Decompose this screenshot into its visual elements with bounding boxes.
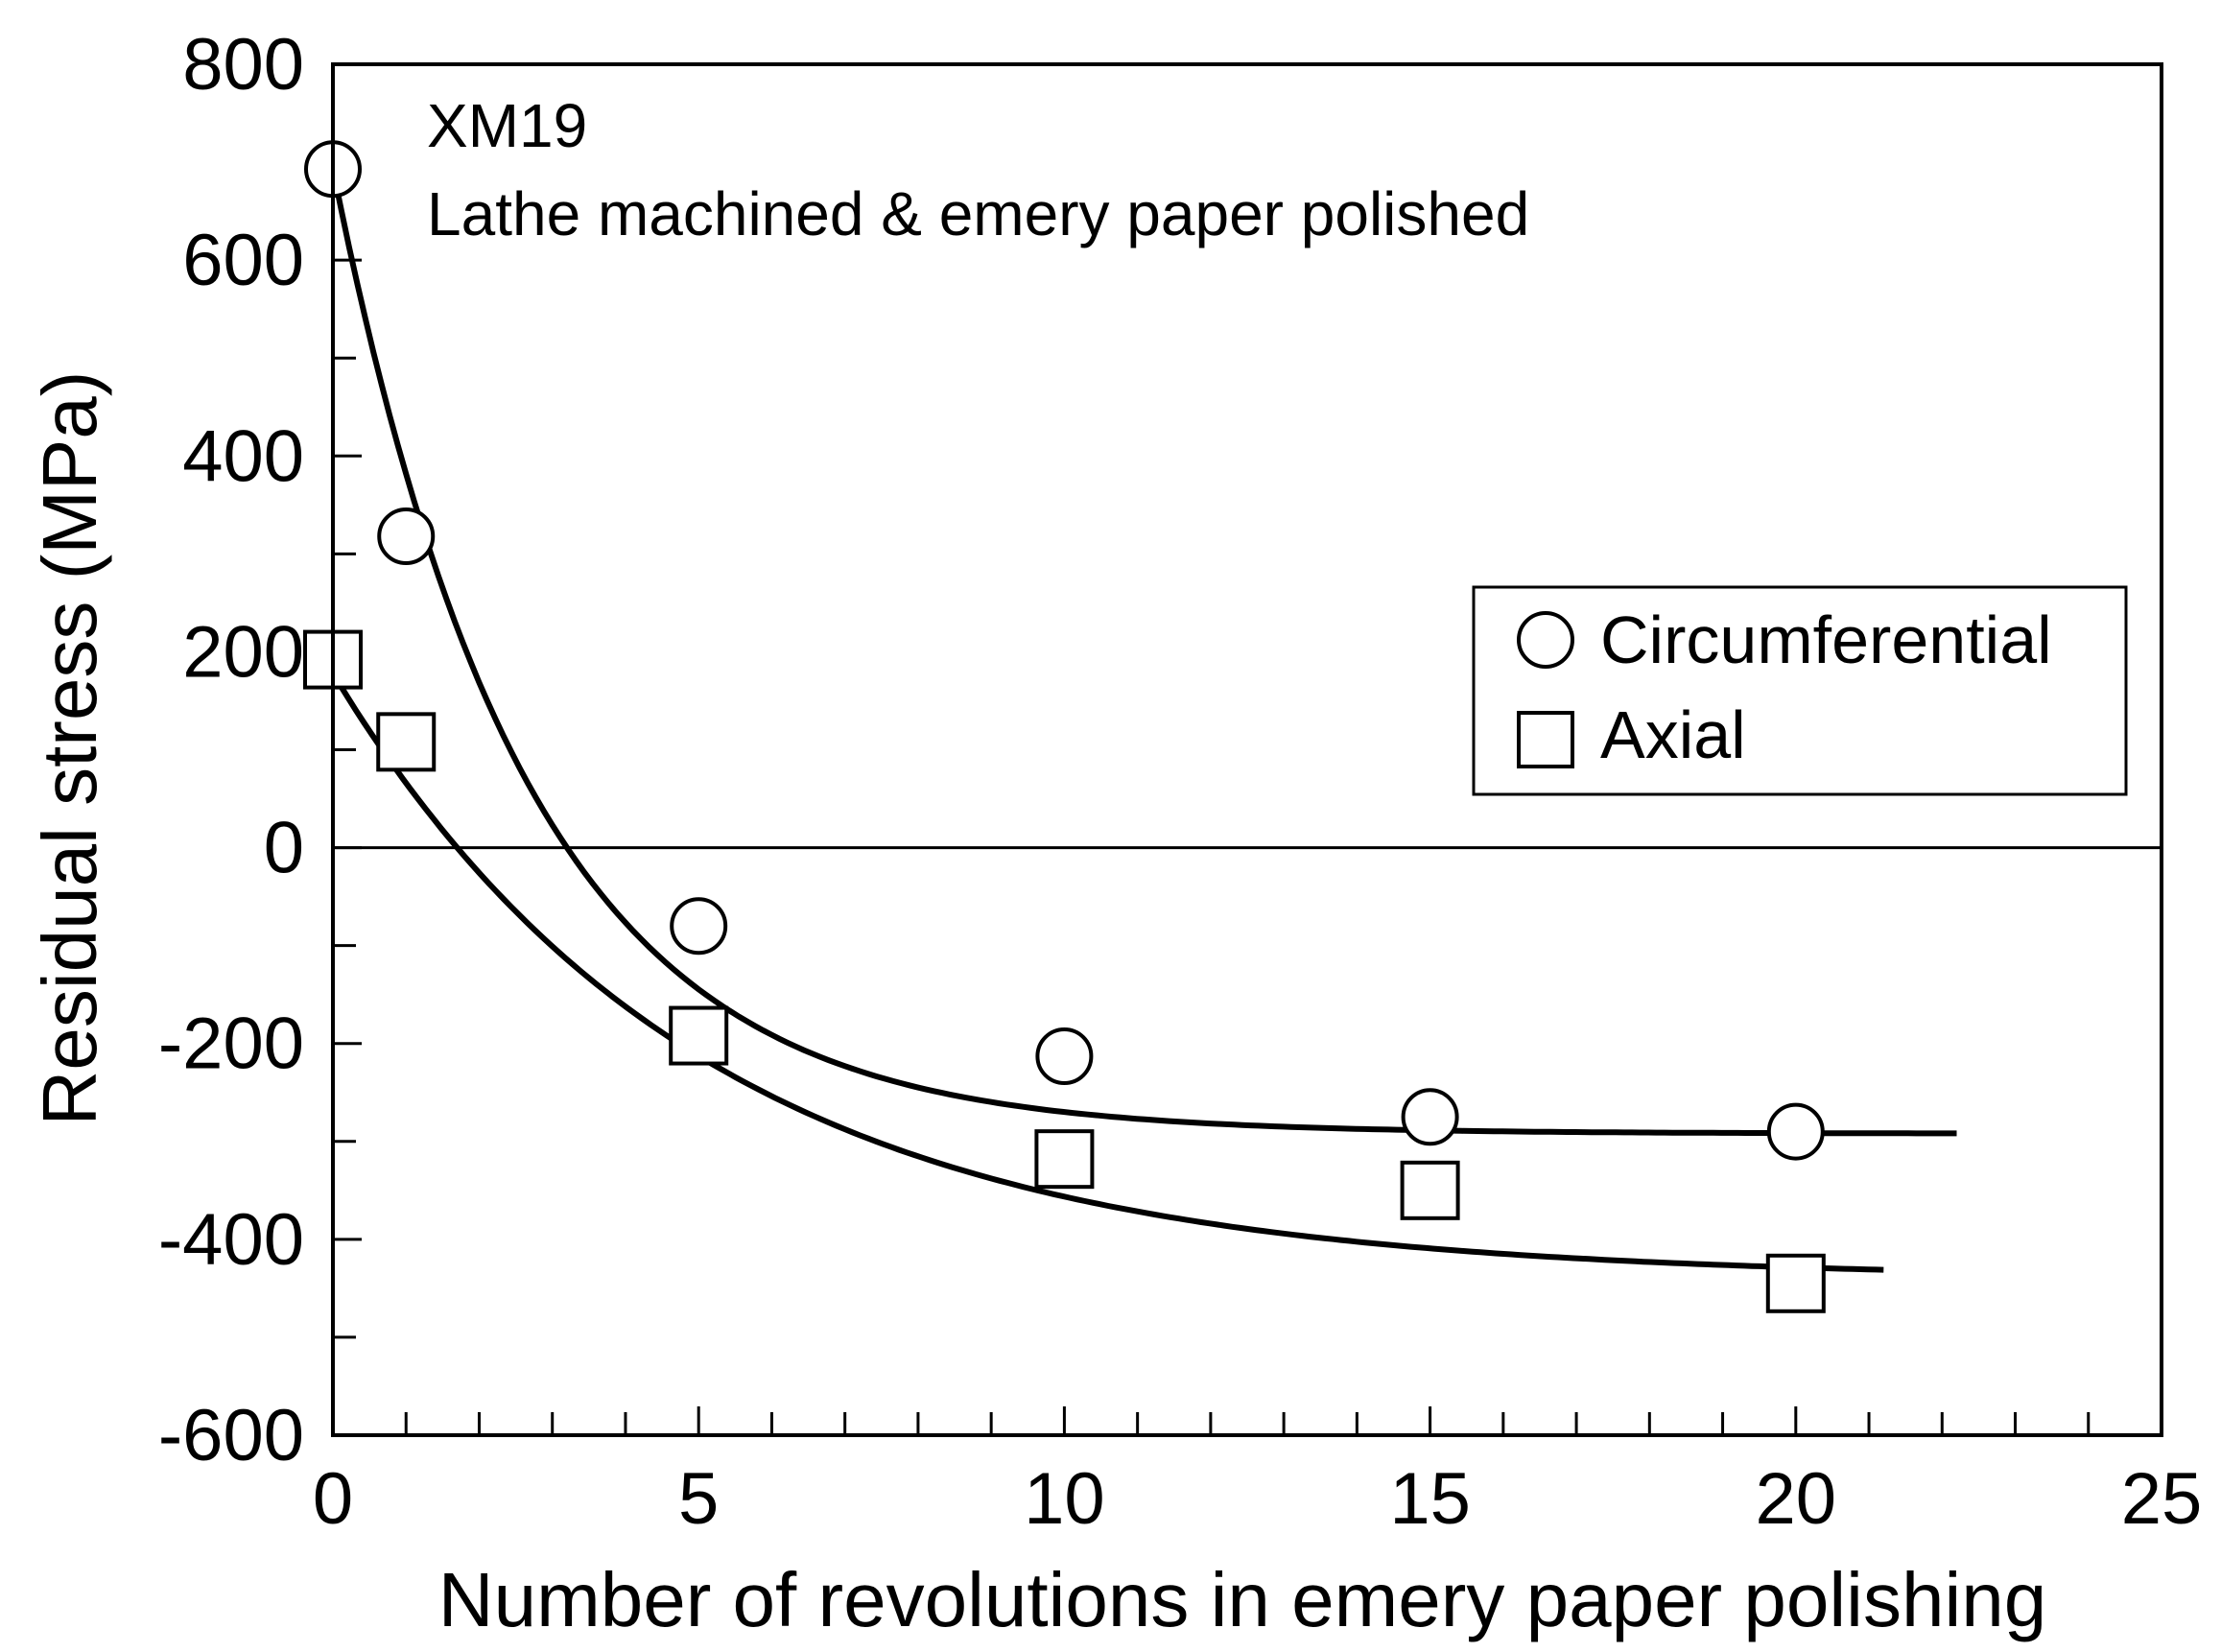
x-tick-label: 0 [313, 1458, 353, 1540]
y-tick-label: -400 [158, 1199, 304, 1281]
legend-box [1472, 585, 2128, 796]
x-tick-label: 10 [1024, 1458, 1105, 1540]
legend-label-circumferential: Circumferential [1600, 602, 2052, 677]
y-tick-label: 400 [182, 415, 304, 497]
circle-marker [1401, 1088, 1459, 1146]
y-tick-label: 600 [182, 220, 304, 301]
legend-circle-marker [1517, 611, 1574, 669]
circle-marker [1035, 1027, 1094, 1085]
fit-curves [330, 168, 1957, 1273]
legend: Circumferential Axial [1472, 585, 2128, 796]
square-marker [1765, 1253, 1826, 1313]
plot-frame [331, 62, 2163, 1437]
data-markers [303, 140, 1826, 1313]
circle-marker [1766, 1102, 1825, 1161]
y-tick-label: -600 [158, 1395, 304, 1476]
square-marker [669, 1005, 729, 1066]
x-tick-label: 15 [1389, 1458, 1471, 1540]
y-tick-label: -200 [158, 1003, 304, 1085]
legend-square-marker [1517, 711, 1574, 768]
annotation-process: Lathe machined & emery paper polished [427, 179, 1529, 248]
fit-curve-axial [330, 672, 1884, 1273]
y-tick-labels: 800 600 400 200 0 -200 -400 -600 [158, 24, 304, 1476]
y-axis-label: Residual stress (MPa) [27, 371, 112, 1126]
x-tick-labels: 0 5 10 15 20 25 [313, 1458, 2202, 1540]
square-marker [1034, 1129, 1095, 1190]
x-axis-label: Number of revolutions in emery paper pol… [438, 1557, 2046, 1642]
square-marker [1400, 1160, 1460, 1220]
fit-curve-circumferential [330, 168, 1957, 1137]
square-marker [376, 712, 437, 772]
y-tick-label: 200 [182, 611, 304, 693]
annotation-material: XM19 [427, 91, 587, 160]
y-tick-label: 0 [264, 808, 304, 889]
legend-label-axial: Axial [1600, 697, 1746, 772]
minor-ticks [331, 62, 2163, 1437]
circle-marker [670, 897, 728, 956]
x-tick-label: 20 [1756, 1458, 1837, 1540]
x-tick-label: 25 [2121, 1458, 2203, 1540]
circle-marker [377, 507, 436, 565]
y-tick-label: 800 [182, 24, 304, 106]
x-tick-label: 5 [678, 1458, 719, 1540]
